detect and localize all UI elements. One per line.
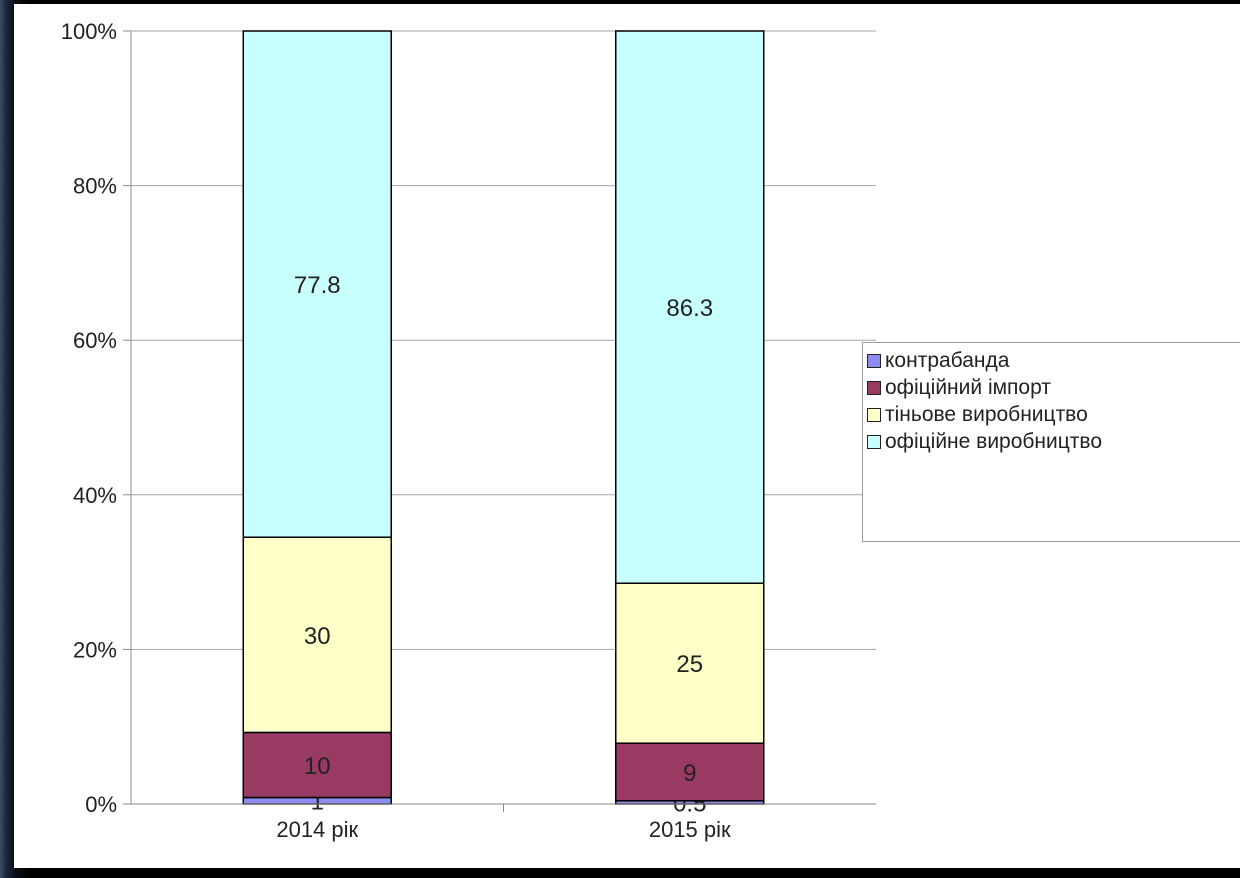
axes <box>130 31 876 812</box>
data-label: 86.3 <box>666 295 713 322</box>
legend-swatch <box>867 353 881 368</box>
y-tick-label: 100% <box>61 19 117 44</box>
data-label: 10 <box>304 753 331 780</box>
bar-segment <box>615 582 765 744</box>
legend-item: офіційне виробництво <box>867 428 1240 455</box>
bar-segment <box>242 731 392 799</box>
data-label: 9 <box>683 760 696 787</box>
y-tick-label: 40% <box>73 483 117 508</box>
data-label: 77.8 <box>294 272 341 299</box>
x-axis-labels: 2014 рік 2015 рік <box>276 817 731 842</box>
y-tick-label: 80% <box>73 174 117 199</box>
legend-item: офіційний імпорт <box>867 374 1240 401</box>
x-category-label: 2015 рік <box>649 817 731 842</box>
y-tick-label: 0% <box>85 792 117 817</box>
bar-segment <box>615 30 765 584</box>
data-label: 30 <box>304 623 331 650</box>
bar-segment <box>242 30 392 538</box>
legend-item: тіньове виробництво <box>867 401 1240 428</box>
y-tick-label: 20% <box>73 637 117 662</box>
legend-label: тіньове виробництво <box>885 402 1088 426</box>
legend-label: контрабанда <box>885 348 1010 372</box>
y-axis-ticks: 0% 20% 40% 60% 80% 100% <box>61 19 131 817</box>
x-category-label: 2014 рік <box>276 817 358 842</box>
y-tick-label: 60% <box>73 328 117 353</box>
legend-label: офіційне виробництво <box>885 429 1103 453</box>
bar-segment <box>615 742 765 802</box>
data-label: 25 <box>676 651 703 678</box>
legend-swatch <box>867 407 881 422</box>
legend-swatch <box>867 434 881 449</box>
legend-swatch <box>867 380 881 395</box>
legend-label: офіційний імпорт <box>885 375 1051 399</box>
bar-segment <box>242 536 392 734</box>
legend: контрабанда офіційний імпорт тіньове вироб… <box>862 342 1240 542</box>
legend-item: контрабанда <box>867 347 1240 374</box>
